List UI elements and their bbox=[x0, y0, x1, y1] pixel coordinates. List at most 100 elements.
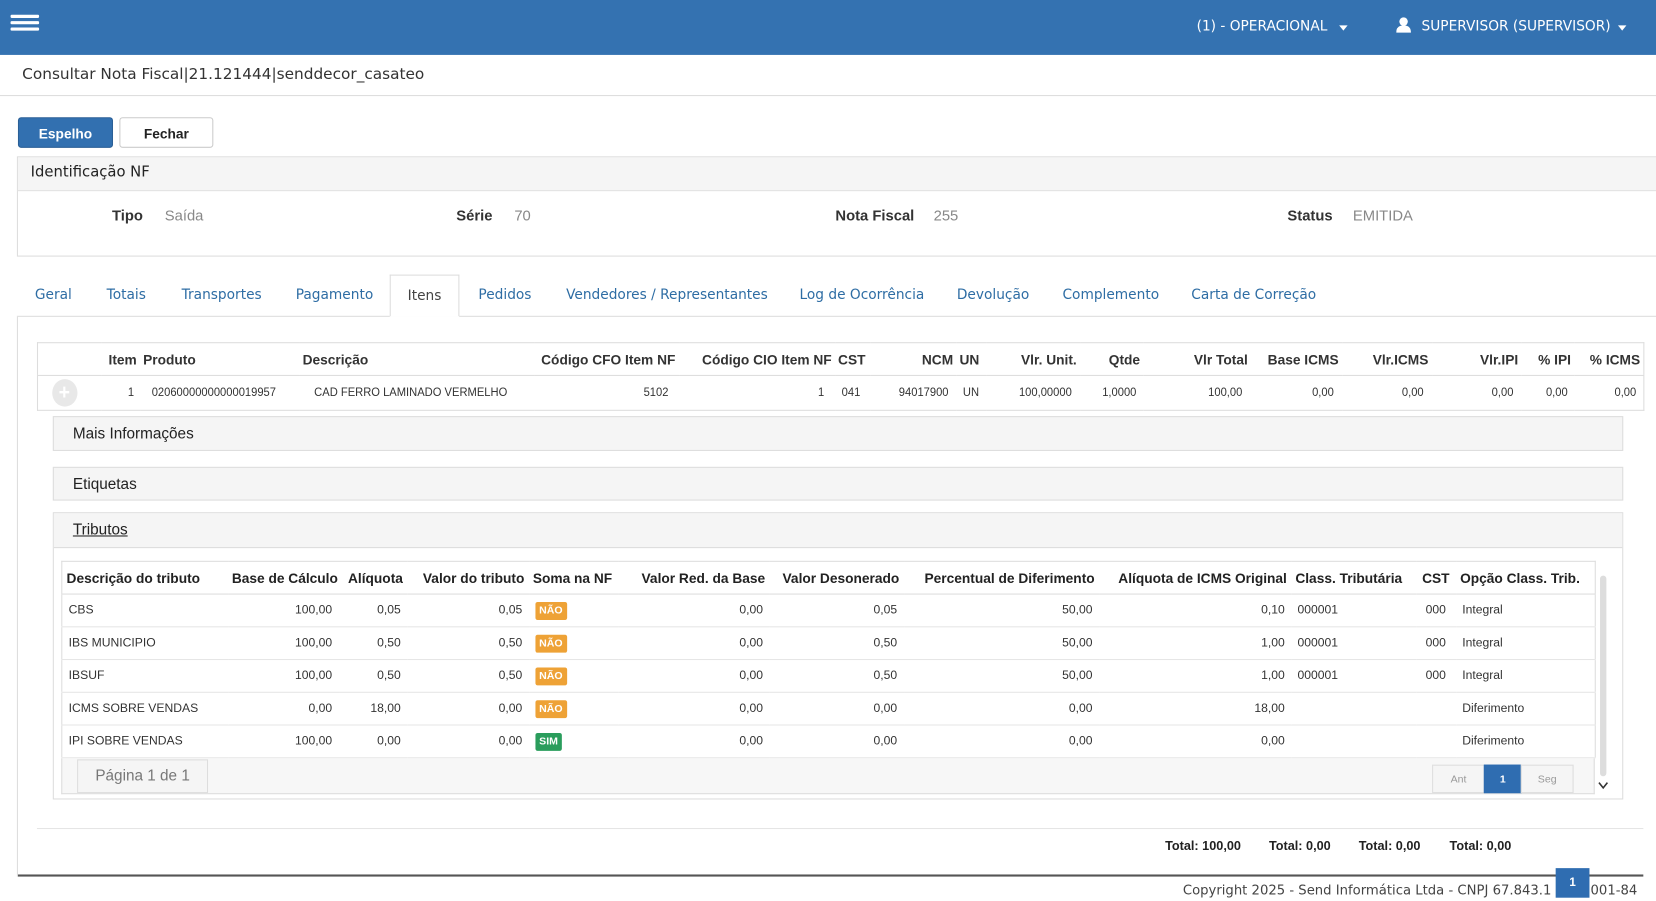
column-header: Descrição bbox=[299, 342, 534, 376]
cell: 0,50 bbox=[338, 659, 408, 693]
cell: Integral bbox=[1455, 626, 1596, 661]
tab[interactable]: Pedidos bbox=[478, 287, 532, 304]
cell: 0,00 bbox=[769, 725, 904, 759]
cell: 1 bbox=[127, 386, 134, 400]
tab-content bbox=[16, 316, 1644, 877]
cell: 0,00 bbox=[618, 626, 770, 661]
cell: 0,50 bbox=[769, 626, 904, 661]
column-header: Soma na NF bbox=[528, 561, 619, 595]
cell: 100,00 bbox=[227, 626, 339, 661]
cell: 0,00 bbox=[903, 692, 1099, 726]
cell: 100,00 bbox=[227, 659, 339, 693]
panel-header: Identificação NF bbox=[17, 157, 1656, 192]
copyright: Copyright 2025 - Send Informática Ltda -… bbox=[1182, 881, 1552, 898]
cell: 1,00 bbox=[1098, 659, 1292, 693]
column-header: Código CFO Item NF bbox=[533, 342, 679, 376]
column-header: Valor Red. da Base bbox=[618, 561, 770, 595]
cell: IPI SOBRE VENDAS bbox=[61, 725, 228, 759]
column-header: Código CIO Item NF bbox=[678, 342, 835, 376]
collapsible-panel[interactable]: Etiquetas bbox=[52, 466, 1624, 501]
column-header: Percentual de Diferimento bbox=[903, 561, 1099, 595]
column-header: Opção Class. Trib. bbox=[1455, 561, 1596, 595]
panel-header[interactable]: Tributos bbox=[53, 513, 1623, 549]
top-bar: (1) - OPERACIONAL SUPERVISOR (SUPERVISOR… bbox=[0, 0, 1656, 55]
column-header: Valor Desonerado bbox=[769, 561, 904, 595]
cell: 18,00 bbox=[338, 692, 408, 726]
field-label: Tipo bbox=[111, 206, 143, 224]
scrollbar[interactable] bbox=[1597, 561, 1610, 794]
header-row: Descrição do tributo Base de Cálculo Alíqu… bbox=[61, 561, 1596, 595]
cell: 0,10 bbox=[1098, 594, 1292, 628]
cell: 50,00 bbox=[903, 626, 1099, 661]
field-value: 255 bbox=[933, 206, 959, 224]
cell: UN bbox=[962, 386, 979, 400]
tab[interactable]: Vendedores / Representantes bbox=[566, 287, 768, 304]
status-badge: SIM bbox=[534, 732, 563, 751]
tab[interactable]: Pagamento bbox=[295, 287, 374, 304]
pager-next[interactable]: Seg bbox=[1520, 764, 1574, 794]
button[interactable]: Espelho bbox=[17, 117, 114, 148]
column-header: Vlr.ICMS bbox=[1341, 342, 1432, 376]
collapsible-panel[interactable]: Mais Informações bbox=[52, 416, 1624, 451]
column-header: UN bbox=[956, 342, 986, 376]
cell: 000 bbox=[1415, 626, 1456, 661]
cell: NÃO bbox=[528, 626, 619, 661]
pager-previous[interactable]: Ant bbox=[1432, 764, 1485, 794]
tab[interactable]: Devolução bbox=[956, 287, 1030, 304]
cell: Integral bbox=[1455, 594, 1596, 628]
cell: 50,00 bbox=[903, 659, 1099, 693]
cell: Diferimento bbox=[1455, 692, 1596, 726]
cell: CBS bbox=[61, 594, 228, 628]
expand-button[interactable]: + bbox=[51, 379, 77, 407]
column-header: Alíquota de ICMS Original bbox=[1098, 561, 1292, 595]
cell bbox=[1291, 692, 1416, 726]
cell: 0,50 bbox=[338, 626, 408, 661]
cell: 0,00 bbox=[1401, 386, 1424, 400]
tab[interactable]: Transportes bbox=[181, 287, 262, 304]
tab[interactable]: Carta de Correção bbox=[1191, 287, 1317, 304]
tributo-row: IBS MUNICIPIO 100,00 0,50 0,50 NÃO 0,00 0,50 50… bbox=[61, 626, 1596, 661]
pager-current[interactable]: 1 bbox=[1483, 764, 1522, 794]
cell: 0,00 bbox=[227, 692, 339, 726]
tab[interactable]: Itens bbox=[389, 274, 460, 317]
cell: SIM bbox=[528, 725, 619, 759]
field-label: Série bbox=[456, 206, 493, 224]
cell: 100,00000 bbox=[1018, 386, 1072, 400]
title-bar: Consultar Nota Fiscal|21.121444|senddeco… bbox=[0, 55, 1656, 97]
tab-divider bbox=[16, 315, 1656, 317]
tab[interactable]: Log de Ocorrência bbox=[799, 287, 925, 304]
field-value: 70 bbox=[514, 206, 531, 224]
tributo-row: ICMS SOBRE VENDAS 0,00 18,00 0,00 NÃO 0,00 0,0… bbox=[61, 692, 1596, 726]
cell bbox=[1415, 725, 1456, 759]
tributos-table: Descrição do tributo Base de Cálculo Alíqu… bbox=[61, 560, 1596, 759]
cell bbox=[1291, 725, 1416, 759]
menu-button[interactable] bbox=[0, 0, 49, 55]
cell: 000001 bbox=[1291, 594, 1416, 628]
column-header: Vlr Total bbox=[1143, 342, 1251, 376]
button[interactable]: Fechar bbox=[119, 117, 214, 148]
cell: 02060000000000019957 bbox=[151, 386, 276, 400]
page-badge[interactable]: 1 bbox=[1555, 868, 1590, 898]
tab[interactable]: Complemento bbox=[1062, 287, 1160, 304]
cell: 94017900 bbox=[898, 386, 948, 400]
total: Total: 100,00 bbox=[1165, 838, 1241, 854]
cell: 000 bbox=[1415, 594, 1456, 628]
cell: 0,00 bbox=[618, 692, 770, 726]
tab[interactable]: Geral bbox=[34, 287, 72, 304]
cell: 041 bbox=[841, 386, 860, 400]
cell: NÃO bbox=[528, 594, 619, 628]
environment-menu[interactable]: (1) - OPERACIONAL bbox=[1196, 19, 1328, 35]
total: Total: 0,00 bbox=[1358, 838, 1421, 854]
user-menu[interactable]: SUPERVISOR (SUPERVISOR) bbox=[1421, 19, 1611, 35]
column-header: Produto bbox=[139, 342, 300, 376]
caret bbox=[1617, 25, 1627, 31]
column-header: Vlr.IPI bbox=[1431, 342, 1522, 376]
field-label: Nota Fiscal bbox=[835, 206, 915, 224]
field-label: Status bbox=[1287, 206, 1333, 224]
panel-title: Identificação NF bbox=[30, 163, 150, 181]
cell: 1 bbox=[817, 386, 824, 400]
tab[interactable]: Totais bbox=[106, 287, 146, 304]
cell: ICMS SOBRE VENDAS bbox=[61, 692, 228, 726]
column-header: Base ICMS bbox=[1250, 342, 1342, 376]
